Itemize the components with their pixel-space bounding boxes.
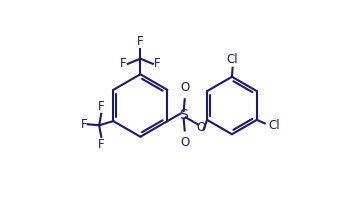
Text: O: O [197, 121, 206, 134]
Text: F: F [98, 100, 104, 113]
Text: S: S [179, 108, 187, 122]
Text: O: O [180, 136, 189, 149]
Text: Cl: Cl [268, 119, 280, 132]
Text: F: F [120, 57, 127, 70]
Text: F: F [137, 35, 144, 48]
Text: Cl: Cl [227, 53, 238, 66]
Text: O: O [180, 81, 189, 94]
Text: F: F [154, 57, 161, 70]
Text: F: F [80, 118, 87, 131]
Text: F: F [98, 138, 104, 151]
